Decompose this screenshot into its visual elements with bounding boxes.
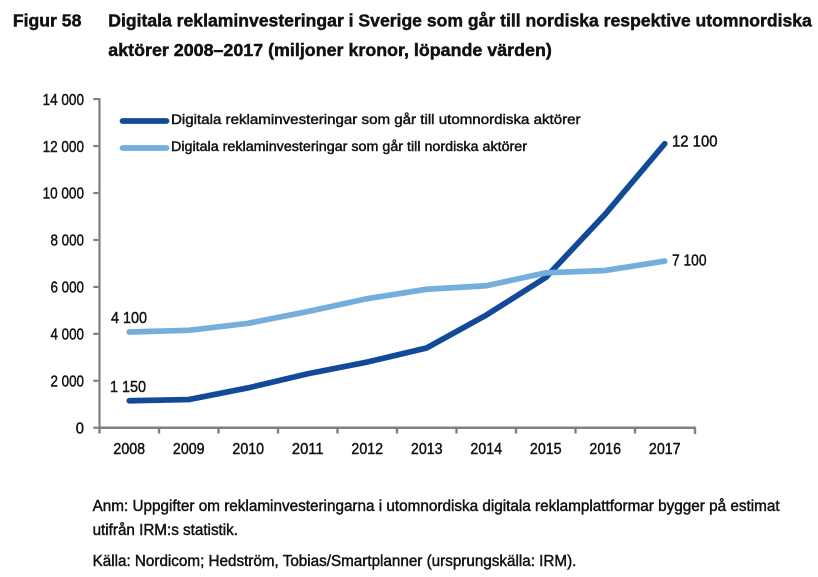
svg-text:Digitala reklaminvesteringar i: Digitala reklaminvesteringar i Sverige s… xyxy=(108,11,812,31)
svg-text:2015: 2015 xyxy=(530,441,562,458)
svg-text:2017: 2017 xyxy=(649,441,681,458)
svg-text:2010: 2010 xyxy=(232,441,264,458)
svg-text:2009: 2009 xyxy=(173,441,205,458)
svg-text:utifrån IRM:s statistik.: utifrån IRM:s statistik. xyxy=(93,522,238,539)
svg-text:8 000: 8 000 xyxy=(51,233,85,250)
svg-text:Figur 58: Figur 58 xyxy=(13,11,82,31)
svg-text:12 000: 12 000 xyxy=(43,139,85,156)
svg-text:14 000: 14 000 xyxy=(43,92,85,109)
svg-text:Källa: Nordicom; Hedström, Tob: Källa: Nordicom; Hedström, Tobias/Smartp… xyxy=(93,553,577,570)
svg-text:7 100: 7 100 xyxy=(672,253,707,270)
svg-text:6 000: 6 000 xyxy=(51,280,85,297)
svg-text:aktörer 2008–2017 (miljoner kr: aktörer 2008–2017 (miljoner kronor, löpa… xyxy=(108,40,552,60)
svg-text:2013: 2013 xyxy=(411,441,443,458)
svg-text:10 000: 10 000 xyxy=(43,186,85,203)
svg-text:1 150: 1 150 xyxy=(110,379,146,396)
svg-text:2012: 2012 xyxy=(351,441,383,458)
svg-text:4 100: 4 100 xyxy=(111,310,147,327)
svg-text:2016: 2016 xyxy=(589,441,621,458)
svg-text:0: 0 xyxy=(76,420,84,437)
svg-text:2014: 2014 xyxy=(470,441,502,458)
svg-text:Anm: Uppgifter om reklaminvest: Anm: Uppgifter om reklaminvesteringarna … xyxy=(93,498,781,515)
svg-text:Digitala reklaminvesteringar s: Digitala reklaminvesteringar som går til… xyxy=(171,139,527,155)
svg-text:2 000: 2 000 xyxy=(51,374,85,391)
svg-text:Digitala reklaminvesteringar s: Digitala reklaminvesteringar som går til… xyxy=(171,112,581,128)
svg-text:4 000: 4 000 xyxy=(51,327,85,344)
svg-text:2008: 2008 xyxy=(113,441,145,458)
svg-text:2011: 2011 xyxy=(292,441,324,458)
svg-text:12 100: 12 100 xyxy=(672,134,718,151)
